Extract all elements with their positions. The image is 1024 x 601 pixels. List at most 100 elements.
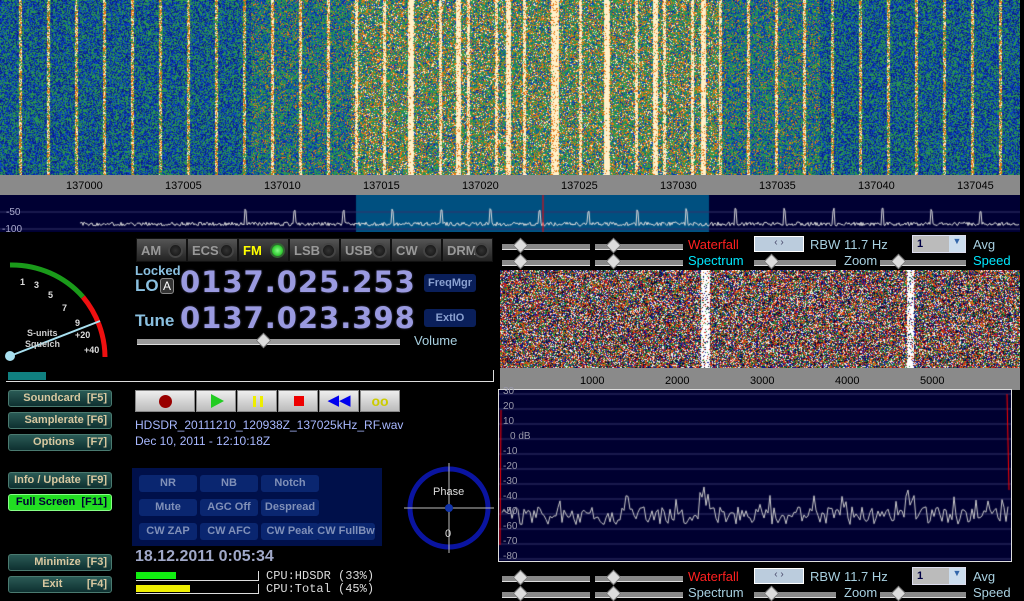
stop-icon [294,396,304,406]
dsp-cw-fullbw-button[interactable]: CW FullBw [317,523,375,540]
dsp-nr-button[interactable]: NR [139,475,197,492]
slider-thumb[interactable] [512,237,529,254]
rbw-stepper[interactable]: ‹ › [754,236,804,252]
recording-filename: HDSDR_20111210_120938Z_137025kHz_RF.wav [135,418,404,432]
cpu-total-label: CPU:Total (45%) [266,582,375,596]
zoom-slider[interactable] [754,253,836,270]
s-meter-tick: +40 [84,345,100,355]
waterfall-brightness-slider[interactable] [595,237,683,254]
avg-select[interactable]: 1 ▼ [912,567,966,585]
recording-datetime: Dec 10, 2011 - 12:10:18Z [135,434,271,448]
dsp-cw-zap-button[interactable]: CW ZAP [139,523,197,540]
af-spectrum[interactable] [499,390,1011,561]
rf-scale-tick: 137035 [759,180,796,192]
stop-button[interactable] [278,390,318,412]
spectrum-contrast-slider[interactable] [502,253,590,270]
cpu-total-meter [136,584,259,594]
af-db-label: -20 [503,461,518,472]
rbw-label: RBW 11.7 Hz [810,237,888,252]
mode-button-fm[interactable]: FM [238,238,289,262]
spectrum-brightness-slider[interactable] [595,253,683,270]
speed-slider[interactable] [880,253,966,270]
mode-label: AM [141,243,162,258]
lo-frequency[interactable]: 0137.025.253 [180,265,416,299]
slider-thumb[interactable] [512,569,529,586]
dsp-despread-button[interactable]: Despread [261,499,319,516]
info-button[interactable]: Info / Update [F9] [8,472,112,489]
loop-button[interactable]: oo [360,390,400,412]
chevron-down-icon: ▼ [949,568,965,584]
squelch-level-bar[interactable] [8,372,46,380]
exit-button[interactable]: Exit [F4] [8,576,112,593]
slider-thumb[interactable] [512,253,529,270]
play-button[interactable] [196,390,236,412]
dsp-mute-button[interactable]: Mute [139,499,197,516]
soundcard-button[interactable]: Soundcard [F5] [8,390,112,407]
chevron-down-icon: ▼ [949,236,965,252]
slider-thumb[interactable] [890,585,907,601]
dsp-agc-off-button[interactable]: AGC Off [200,499,258,516]
waterfall-contrast-slider[interactable] [502,569,590,586]
spectrum-contrast-slider[interactable] [502,585,590,601]
spectrum-brightness-slider[interactable] [595,585,683,601]
rbw-stepper[interactable]: ‹ › [754,568,804,584]
speed-slider[interactable] [880,585,966,601]
squelch-label[interactable]: Squelch [25,339,61,349]
avg-label: Avg [973,237,996,252]
clock: 18.12.2011 0:05:34 [135,548,274,565]
tune-frequency[interactable]: 0137.023.398 [180,301,416,335]
mode-button-lsb[interactable]: LSB [289,238,340,262]
volume-slider-thumb[interactable] [255,332,272,349]
s-meter-tick: 9 [75,318,81,328]
slider-thumb[interactable] [605,253,622,270]
s-meter-needle [9,320,101,357]
dsp-cw-afc-button[interactable]: CW AFC [200,523,258,540]
avg-select[interactable]: 1 ▼ [912,235,966,253]
extio-button[interactable]: ExtIO [424,309,476,327]
dsp-cw-peak-button[interactable]: CW Peak [261,523,319,540]
cpu-hdsdr-meter [136,571,259,581]
record-button[interactable] [135,390,195,412]
mode-led-icon [474,243,489,258]
mode-label: LSB [294,243,320,258]
rf-db-label: -100 [2,224,23,235]
waterfall-contrast-slider[interactable] [502,237,590,254]
rf-spectrum[interactable] [0,195,1020,232]
slider-thumb[interactable] [764,585,780,601]
mode-button-cw[interactable]: CW [391,238,442,262]
phase-label: Phase [433,486,465,498]
lo-label: LO [135,276,159,295]
slider-thumb[interactable] [605,585,622,601]
mode-led-icon [219,243,234,258]
options-button[interactable]: Options [F7] [8,434,112,451]
freqmgr-button[interactable]: FreqMgr [424,274,476,292]
minimize-button[interactable]: Minimize [F3] [8,554,112,571]
s-meter-title: S-units [27,328,58,338]
slider-thumb[interactable] [764,253,780,270]
af-waterfall[interactable] [500,270,1020,368]
dsp-notch-button[interactable]: Notch [261,475,319,492]
af-frequency-scale[interactable]: 1000 2000 3000 4000 5000 [500,368,1020,390]
waterfall-brightness-slider[interactable] [595,569,683,586]
rf-waterfall[interactable] [0,0,1020,175]
slider-thumb[interactable] [512,585,529,601]
mode-button-am[interactable]: AM [136,238,187,262]
lo-lock-badge[interactable]: A [160,278,174,294]
mode-button-usb[interactable]: USB [340,238,391,262]
s-meter-tick: 5 [48,290,54,300]
slider-thumb[interactable] [605,237,622,254]
rf-frequency-scale[interactable]: 137000 137005 137010 137015 137020 137025 1370… [0,175,1020,195]
mode-button-drm[interactable]: DRM [442,238,493,262]
dsp-nb-button[interactable]: NB [200,475,258,492]
slider-thumb[interactable] [890,253,907,270]
pause-button[interactable] [237,390,277,412]
mode-button-ecss[interactable]: ECSS [187,238,238,262]
full-button[interactable]: Full Screen [F11] [8,494,112,511]
mode-label: CW [396,243,418,258]
slider-thumb[interactable] [605,569,622,586]
samplerate-button[interactable]: Samplerate [F6] [8,412,112,429]
zoom-slider[interactable] [754,585,836,601]
rewind-button[interactable]: ◀◀ [319,390,359,412]
volume-slider[interactable] [137,332,400,349]
af-db-label: -60 [503,521,518,532]
